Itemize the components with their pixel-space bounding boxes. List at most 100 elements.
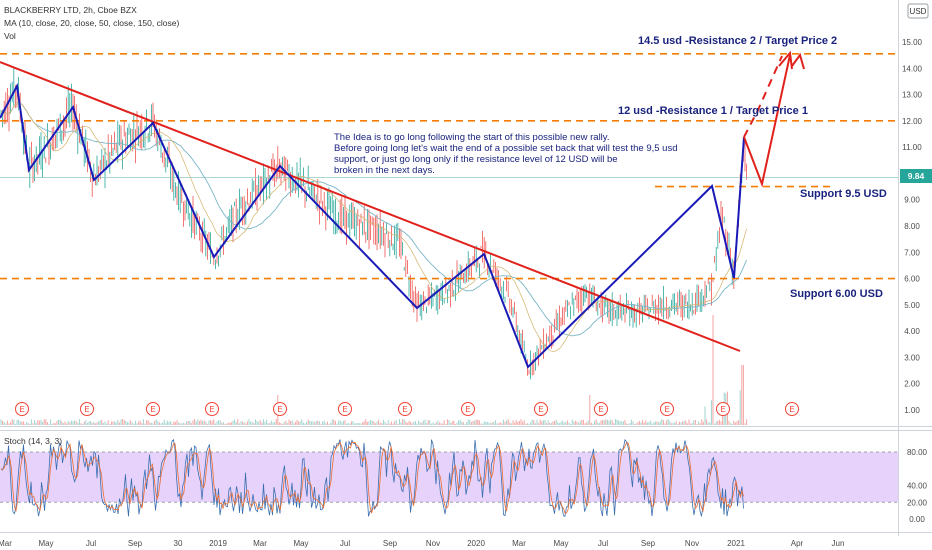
time-tick-label: Apr: [791, 539, 804, 548]
time-tick-label: Sep: [641, 539, 656, 548]
earnings-letter: E: [209, 405, 214, 414]
price-badge-value: 9.84: [908, 171, 925, 181]
earnings-letter: E: [150, 405, 155, 414]
currency-button[interactable]: [907, 3, 929, 19]
price-candles: [0, 68, 747, 380]
symbol-title[interactable]: BLACKBERRY LTD, 2h, Cboe BZX: [4, 5, 137, 15]
earnings-marker[interactable]: E: [15, 402, 29, 416]
price-tick-label: 1.00: [904, 406, 920, 415]
arrowhead-icon: [791, 52, 805, 70]
ma-legend[interactable]: MA (10, close, 20, close, 50, close, 150…: [4, 18, 179, 28]
earnings-circle: [461, 402, 475, 416]
earnings-circle: [398, 402, 412, 416]
time-tick-label: Nov: [685, 539, 699, 548]
earnings-letter: E: [538, 405, 543, 414]
price-tick-label: 6.00: [904, 275, 920, 284]
arrowhead-icon: [778, 50, 793, 70]
earnings-circle: [785, 402, 799, 416]
price-tick-label: 11.00: [902, 143, 922, 152]
volume-legend[interactable]: Vol: [4, 31, 16, 41]
time-tick-label: Jun: [832, 539, 845, 548]
earnings-marker[interactable]: E: [461, 402, 475, 416]
time-tick-label: May: [553, 539, 568, 548]
earnings-letter: E: [720, 405, 725, 414]
idea-line-1: The Idea is to go long following the sta…: [334, 132, 609, 143]
projection-down-solid[interactable]: [743, 54, 791, 188]
red-trendline[interactable]: [0, 61, 741, 352]
earnings-letter: E: [84, 405, 89, 414]
support-95-label: Support 9.5 USD: [800, 188, 887, 200]
price-tick-label: 12.00: [902, 117, 923, 126]
earnings-marker[interactable]: E: [534, 402, 548, 416]
time-tick-label: Mar: [512, 539, 526, 548]
earnings-marker[interactable]: E: [338, 402, 352, 416]
earnings-circle: [660, 402, 674, 416]
earnings-marker[interactable]: E: [398, 402, 412, 416]
price-tick-label: 4.00: [904, 327, 920, 336]
time-tick-label: Jul: [598, 539, 608, 548]
price-tick-label: 9.00: [904, 196, 920, 205]
time-tick-label: Mar: [0, 539, 12, 548]
resistance-1-label: 12 usd -Resistance 1 / Target Price 1: [618, 105, 808, 117]
earnings-marker[interactable]: E: [785, 402, 799, 416]
earnings-circle: [534, 402, 548, 416]
volume-bars: [0, 315, 748, 425]
earnings-marker[interactable]: E: [80, 402, 94, 416]
earnings-marker[interactable]: E: [660, 402, 674, 416]
earnings-marker[interactable]: E: [594, 402, 608, 416]
stoch-d-line: [0, 441, 744, 514]
horizontal-levels: [0, 53, 898, 280]
idea-line-3: support, or just go long only if the res…: [334, 154, 618, 165]
time-tick-label: May: [293, 539, 308, 548]
time-axis-labels: Mar May Jul Sep 30 2019 Mar May Jul Sep Nov 2020 Mar…: [0, 539, 844, 548]
earnings-circle: [716, 402, 730, 416]
idea-line-2: Before going long let's wait the end of …: [334, 143, 678, 154]
earnings-letter: E: [277, 405, 282, 414]
price-tick-label: 8.00: [904, 222, 920, 231]
time-tick-label: Sep: [128, 539, 143, 548]
price-tick-label: 5.00: [904, 301, 920, 310]
earnings-circle: [146, 402, 160, 416]
stoch-axis-labels: 0.00 20.00 40.00 80.00: [907, 448, 928, 524]
earnings-letter: E: [664, 405, 669, 414]
time-tick-label: 2019: [209, 539, 227, 548]
idea-line-4: broken in the next days.: [334, 165, 435, 176]
price-tick-label: 15.00: [902, 38, 923, 47]
earnings-circle: [338, 402, 352, 416]
earnings-circle: [594, 402, 608, 416]
earnings-letter: E: [342, 405, 347, 414]
earnings-marker[interactable]: E: [205, 402, 219, 416]
stoch-legend[interactable]: Stoch (14, 3, 3): [4, 436, 62, 446]
earnings-letter: E: [789, 405, 794, 414]
earnings-marker[interactable]: E: [716, 402, 730, 416]
earnings-marker[interactable]: E: [146, 402, 160, 416]
time-tick-label: 2020: [467, 539, 485, 548]
earnings-circle: [205, 402, 219, 416]
time-tick-label: Jul: [86, 539, 96, 548]
earnings-marker[interactable]: E: [273, 402, 287, 416]
price-tick-label: 2.00: [904, 380, 920, 389]
resistance-2-label: 14.5 usd -Resistance 2 / Target Price 2: [638, 35, 837, 47]
stoch-tick-label: 0.00: [909, 515, 925, 524]
stoch-k-line: [0, 438, 744, 517]
stoch-tick-label: 20.00: [907, 498, 928, 507]
time-tick-label: Nov: [426, 539, 440, 548]
price-axis-labels: 1.002.003.004.005.006.007.008.009.0010.0…: [902, 38, 923, 415]
earnings-circle: [80, 402, 94, 416]
price-tick-label: 3.00: [904, 353, 920, 362]
price-tick-label: 7.00: [904, 248, 920, 257]
stoch-tick-label: 40.00: [907, 482, 928, 491]
price-tick-label: 13.00: [902, 91, 923, 100]
earnings-circle: [15, 402, 29, 416]
projection-dashed[interactable]: [743, 55, 783, 138]
price-badge: [900, 169, 932, 183]
time-tick-label: Mar: [253, 539, 267, 548]
earnings-circle: [273, 402, 287, 416]
blue-zigzag-pattern[interactable]: [0, 82, 745, 369]
earnings-letter: E: [402, 405, 407, 414]
time-tick-label: 2021: [727, 539, 745, 548]
support-6-label: Support 6.00 USD: [790, 288, 883, 300]
stoch-tick-label: 80.00: [907, 448, 928, 457]
